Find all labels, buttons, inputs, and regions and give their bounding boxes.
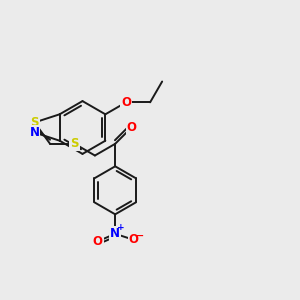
Text: O: O [129, 233, 139, 246]
Text: S: S [30, 116, 39, 129]
Text: S: S [70, 137, 79, 150]
Text: N: N [29, 126, 40, 139]
Text: O: O [93, 235, 103, 248]
Text: O: O [121, 96, 131, 109]
Text: N: N [110, 227, 120, 240]
Text: +: + [117, 223, 125, 232]
Text: O: O [127, 121, 137, 134]
Text: −: − [136, 231, 144, 241]
